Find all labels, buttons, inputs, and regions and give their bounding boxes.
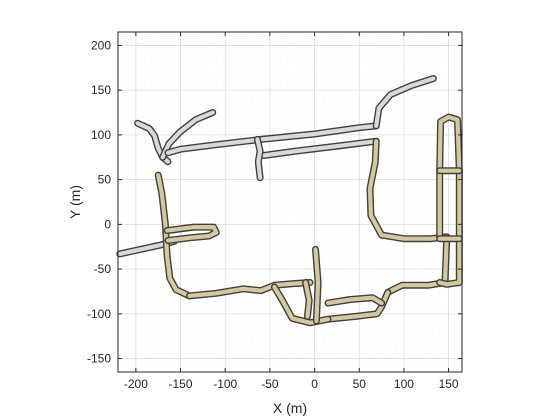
y-tick-label: -50 — [94, 262, 112, 276]
road-east-connector — [366, 137, 451, 243]
x-tick-label: 0 — [311, 377, 318, 391]
road-northeast-road — [372, 75, 437, 130]
road-loop-road — [163, 223, 220, 244]
road-surface — [367, 139, 449, 241]
road-surface — [160, 110, 215, 160]
x-axis-label: X (m) — [273, 400, 307, 416]
x-tick-label: -50 — [261, 377, 279, 391]
x-tick-label: -100 — [213, 377, 237, 391]
road-west-vertical-road — [154, 171, 193, 300]
y-tick-label: 100 — [91, 128, 111, 142]
y-tick-label: -100 — [87, 307, 111, 321]
x-tick-label: 50 — [353, 377, 367, 391]
y-tick-label: -150 — [87, 352, 111, 366]
road-surface — [437, 114, 462, 287]
x-tick-label: -150 — [169, 377, 193, 391]
axes-box — [117, 31, 463, 373]
road-surface — [156, 173, 192, 298]
x-tick-label: -200 — [124, 377, 148, 391]
road-center-spur — [312, 245, 322, 325]
road-surface — [165, 225, 219, 243]
road-surface — [165, 123, 379, 155]
road-lower-middle-spur — [302, 279, 313, 320]
road-upper-parallel-road — [260, 137, 380, 159]
road-surface — [374, 76, 436, 128]
y-tick-label: 50 — [98, 173, 112, 187]
x-tick-label: 150 — [439, 377, 459, 391]
road-surface — [187, 280, 313, 298]
road-surface — [325, 295, 384, 306]
road-connector-stub — [253, 135, 264, 182]
road-surface — [261, 139, 379, 158]
road-east-block-outer — [436, 113, 463, 288]
road-upper-main-road — [164, 122, 380, 157]
y-axis-label: Y (m) — [67, 185, 83, 219]
y-tick-label: 150 — [91, 83, 111, 97]
road-lower-right-road — [324, 294, 386, 307]
road-upper-northwest-branch — [159, 109, 217, 161]
road-south-road — [186, 279, 314, 300]
road-surface — [255, 137, 263, 180]
x-tick-label: 100 — [394, 377, 414, 391]
road-surface — [303, 280, 312, 319]
road-surface — [313, 247, 321, 324]
y-tick-label: 0 — [104, 217, 111, 231]
y-axis-ticks: -150 -100 -50 0 50 100 150 200 — [87, 38, 462, 366]
y-tick-label: 200 — [91, 38, 111, 52]
road-network — [116, 75, 463, 327]
x-axis-ticks: -200 -150 -100 -50 0 50 100 150 — [124, 32, 459, 391]
